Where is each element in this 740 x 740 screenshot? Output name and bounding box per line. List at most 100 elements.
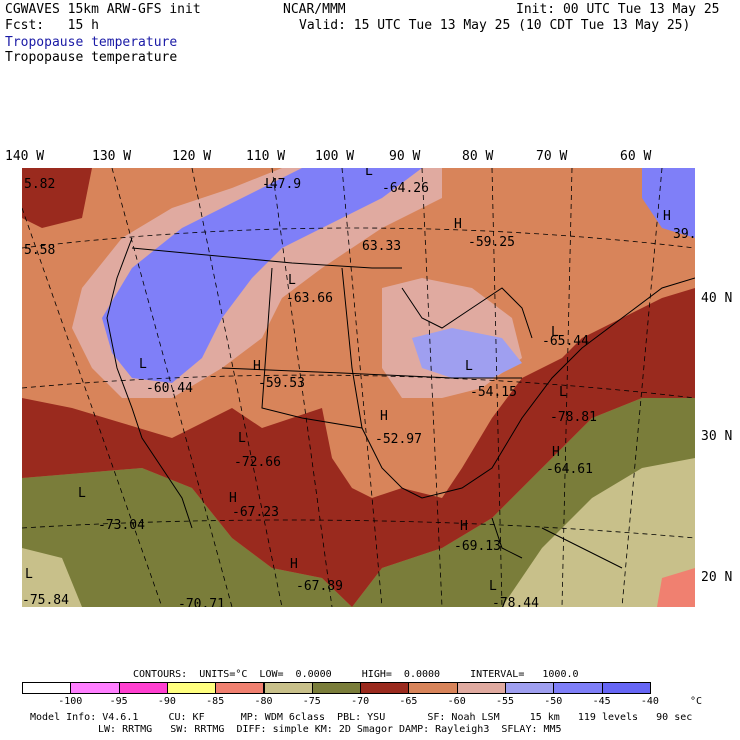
legend-tick-label: -55 [495,696,515,707]
value-label: -67.89 [296,579,343,594]
map-labels: 5.825.58L-47.9L-64.26H-59.25H39.63.33L-6… [22,168,695,607]
value-label: -59.25 [468,235,515,250]
legend-swatch [166,682,217,694]
graticule [22,168,695,607]
lon-label: 130 W [92,149,132,164]
lon-label: 80 W [462,149,494,164]
low-marker: L [78,486,86,501]
value-label: -64.26 [382,181,429,196]
low-marker: L [489,579,497,594]
field-title-1: Tropopause temperature [5,35,178,50]
value-label: 5.82 [24,177,55,192]
organization: NCAR/MMM [283,2,346,17]
legend-tick-label: -65 [399,696,418,707]
legend-tick-label: -40 [640,696,659,707]
high-marker: H [253,359,261,374]
lon-label: 110 W [246,149,286,164]
lat-label: 30 N [701,429,733,444]
forecast-hour: Fcst: 15 h [5,18,99,33]
legend-tick-label: -95 [109,696,128,707]
legend-tick-label: -80 [254,696,273,707]
tropopause-temperature-map: 5.825.58L-47.9L-64.26H-59.25H39.63.33L-6… [22,168,695,607]
value-label: 5.58 [24,243,55,258]
value-label: -47.9 [262,177,301,192]
low-marker: L [288,273,296,288]
legend-swatch [456,682,506,694]
lon-label: 100 W [315,149,355,164]
value-label: -70.71 [178,597,225,607]
model-info-line2: LW: RRTMG SW: RRTMG DIFF: simple KM: 2D … [98,724,562,735]
value-label: -72.66 [234,455,281,470]
lat-label: 20 N [701,570,733,585]
value-label: -78.81 [550,410,597,425]
tan-zone-west [22,548,82,607]
valid-time: Valid: 15 UTC Tue 13 May 25 (10 CDT Tue … [299,18,691,33]
dark-red-corner [22,168,92,228]
low-marker: L [559,385,567,400]
legend-swatch [408,682,458,694]
low-marker: L [25,567,33,582]
low-marker: L [265,177,273,192]
legend-swatch [360,682,410,694]
legend-tick-label: -75 [302,696,321,707]
value-label: -52.97 [375,432,422,447]
value-label: -67.23 [232,505,279,520]
value-label: 39. [673,227,695,242]
low-marker: L [465,359,473,374]
legend-tick-label: -100 [58,696,83,707]
high-marker: H [454,217,462,232]
legend-tick-label: -70 [351,696,370,707]
lat-label: 40 N [701,291,733,306]
value-label: -63.66 [286,291,333,306]
legend-tick-label: -90 [157,696,176,707]
lon-label: 60 W [620,149,652,164]
value-label: -54.15 [470,385,517,400]
legend-tick-label: -60 [447,696,466,707]
legend-swatch [505,682,555,694]
high-marker: H [290,557,298,572]
olive-zone-west [22,468,352,607]
tan-zone-east [502,458,695,607]
contours-info: CONTOURS: UNITS=°C LOW= 0.0000 HIGH= 0.0… [133,669,579,680]
lon-label: 70 W [536,149,568,164]
legend-swatch [263,682,313,694]
model-title: CGWAVES 15km ARW-GFS init [5,2,201,17]
coastlines [106,237,695,569]
legend-swatch [22,682,72,694]
value-label: -64.61 [546,462,593,477]
field-title-2: Tropopause temperature [5,50,178,65]
legend-tick-label: -85 [206,696,225,707]
high-marker: H [460,519,468,534]
value-label: -75.84 [22,593,69,607]
lon-label: 90 W [389,149,421,164]
high-marker: H [229,491,237,506]
init-time: Init: 00 UTC Tue 13 May 25 [516,2,720,17]
legend-swatch [70,682,120,694]
legend-unit: °C [690,696,703,707]
legend-swatch [311,682,362,694]
value-label: -78.44 [492,596,539,607]
high-marker: H [552,445,560,460]
blue-zone-west [102,168,422,383]
legend-tick-label: -45 [592,696,611,707]
value-label: 63.33 [362,239,401,254]
blue-zone-northeast [642,168,695,238]
value-label: -60.44 [146,381,193,396]
dark-red-zone [22,288,695,607]
low-marker: L [238,431,246,446]
legend-swatch [601,682,651,694]
low-marker: L [365,168,373,179]
legend-swatch [215,682,265,694]
value-label: -59.53 [258,376,305,391]
high-marker: H [380,409,388,424]
value-label: -73.04 [98,518,145,533]
legend-swatch [553,682,603,694]
model-info-line1: Model Info: V4.6.1 CU: KF MP: WDM 6class… [30,712,693,723]
lon-label: 140 W [5,149,45,164]
salmon-zone-south [657,568,695,607]
value-label: -69.13 [454,539,501,554]
lon-label: 120 W [172,149,212,164]
value-label: -65.44 [542,334,589,349]
legend-swatch [118,682,168,694]
legend-tick-label: -50 [544,696,563,707]
